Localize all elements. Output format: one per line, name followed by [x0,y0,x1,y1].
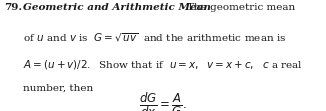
Text: $\dfrac{dG}{dx} = \dfrac{A}{G}.$: $\dfrac{dG}{dx} = \dfrac{A}{G}.$ [139,91,187,111]
Text: The geometric mean: The geometric mean [187,3,296,12]
Text: Geometric and Arithmetic Mean: Geometric and Arithmetic Mean [23,3,211,12]
Text: $A = (u + v)/2.$  Show that if  $u = x,\ \ v = x + c,\ \ c$ a real: $A = (u + v)/2.$ Show that if $u = x,\ \… [23,58,303,71]
Text: 79.: 79. [4,3,22,12]
Text: of $u$ and $v$ is  $G = \sqrt{uv}$  and the arithmetic mean is: of $u$ and $v$ is $G = \sqrt{uv}$ and th… [23,31,287,44]
Text: number, then: number, then [23,83,94,92]
